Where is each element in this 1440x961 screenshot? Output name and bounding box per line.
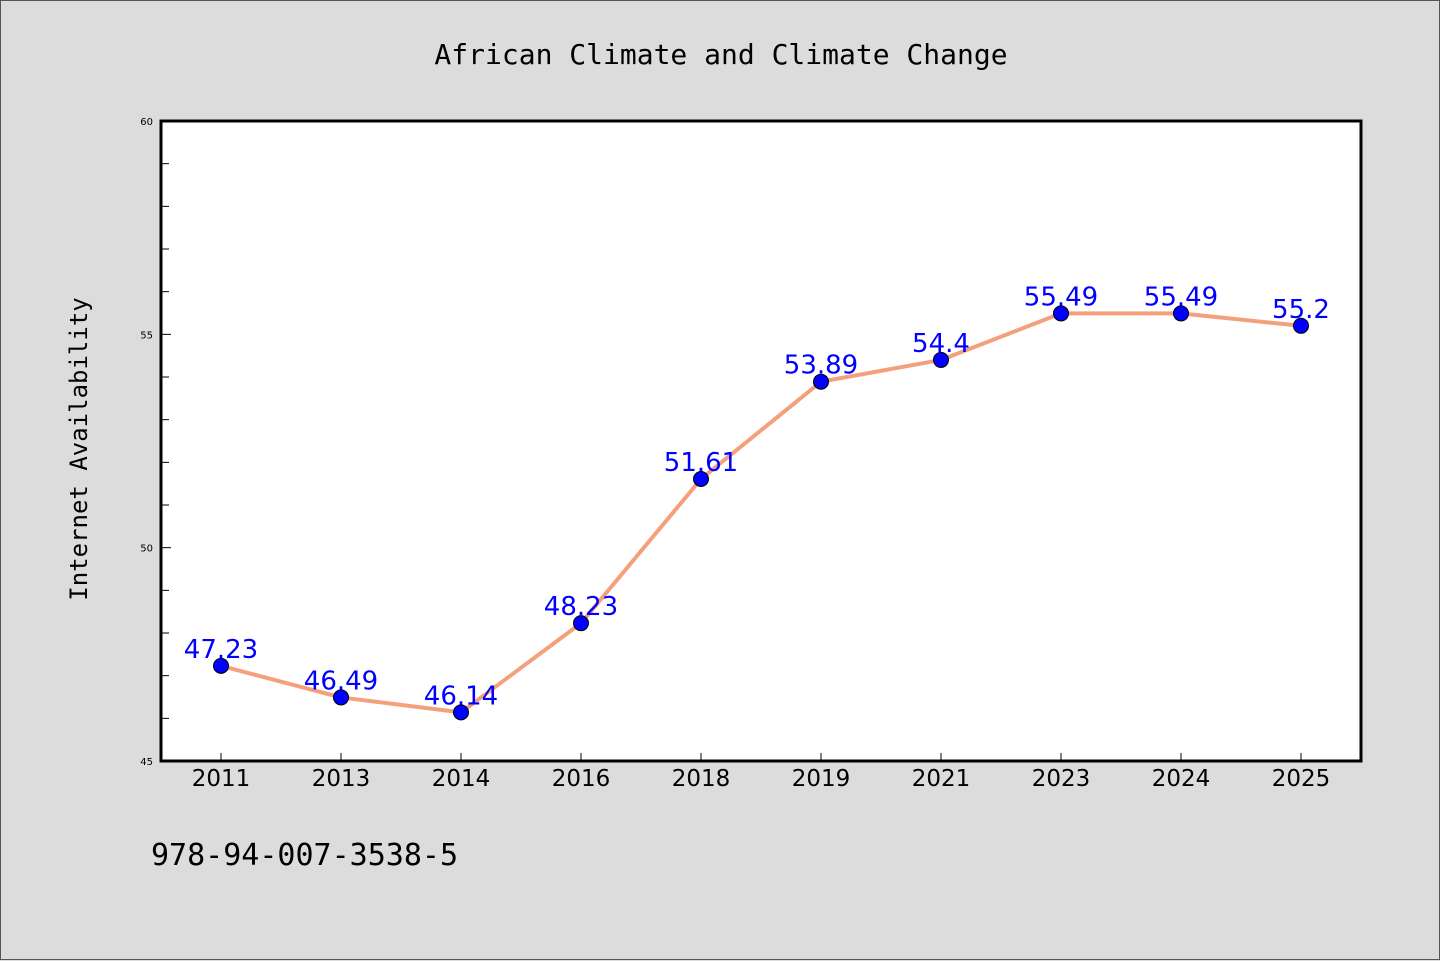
chart-title: African Climate and Climate Change [434,38,1007,71]
data-point [1173,305,1189,322]
plot-area [159,119,1363,763]
footer-isbn: 978-94-007-3538-5 [151,838,458,873]
data-label: 51.61 [664,448,738,478]
data-label: 55.2 [1272,295,1330,325]
y-tick-label: 55 [140,330,153,341]
y-tick-label: 45 [140,757,153,768]
x-axis: 2011 2013 2014 2016 2018 2019 2021 2023 2024 2025 [192,753,1331,792]
x-tick-label: 2014 [432,766,491,792]
data-point [1053,305,1069,322]
data-point [1293,317,1309,334]
data-point [453,704,469,721]
series-layer: 47.23 46.49 46.14 48.23 51.61 53.89 54.4 55.49 5… [184,282,1330,721]
data-label: 48.23 [544,592,618,622]
data-point [813,373,829,390]
x-tick-label: 2021 [912,766,971,792]
y-tick-label: 60 [140,117,153,128]
data-label: 55.49 [1024,282,1098,312]
data-point [213,657,229,674]
data-label: 46.14 [424,681,498,711]
data-label: 55.49 [1144,282,1218,312]
data-point [333,689,349,706]
y-axis: 45 50 55 60 [140,117,171,768]
y-tick-label: 50 [140,544,153,555]
x-tick-label: 2018 [672,766,731,792]
x-tick-label: 2016 [552,766,611,792]
data-point [933,351,949,368]
x-tick-label: 2023 [1032,766,1091,792]
x-tick-label: 2024 [1152,766,1211,792]
x-tick-label: 2025 [1272,766,1331,792]
data-point [693,470,709,487]
series-line [220,311,1302,715]
x-tick-label: 2011 [192,766,251,792]
x-tick-label: 2013 [312,766,371,792]
data-point [573,615,589,632]
data-label: 46.49 [304,666,378,696]
data-label: 54.4 [912,329,970,359]
x-tick-label: 2019 [792,766,851,792]
data-label: 47.23 [184,635,258,665]
y-axis-label: Internet Availability [65,297,93,600]
data-label: 53.89 [784,351,858,381]
